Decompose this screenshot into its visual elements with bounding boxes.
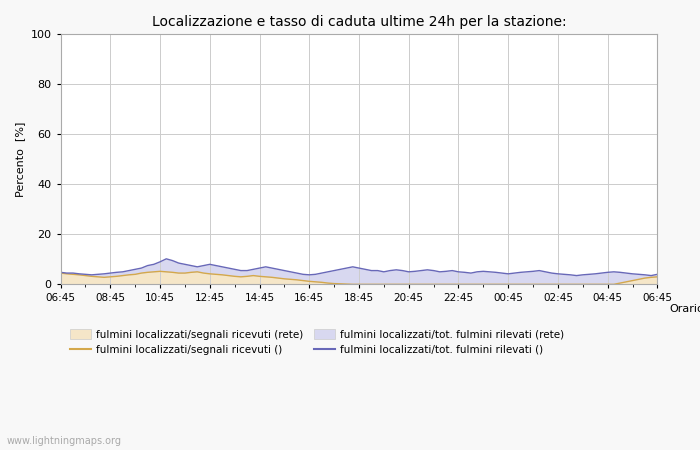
X-axis label: Orario: Orario — [670, 304, 700, 315]
Legend: fulmini localizzati/segnali ricevuti (rete), fulmini localizzati/segnali ricevut: fulmini localizzati/segnali ricevuti (re… — [66, 325, 568, 359]
Title: Localizzazione e tasso di caduta ultime 24h per la stazione:: Localizzazione e tasso di caduta ultime … — [152, 15, 566, 29]
Text: www.lightningmaps.org: www.lightningmaps.org — [7, 436, 122, 446]
Y-axis label: Percento  [%]: Percento [%] — [15, 122, 25, 197]
